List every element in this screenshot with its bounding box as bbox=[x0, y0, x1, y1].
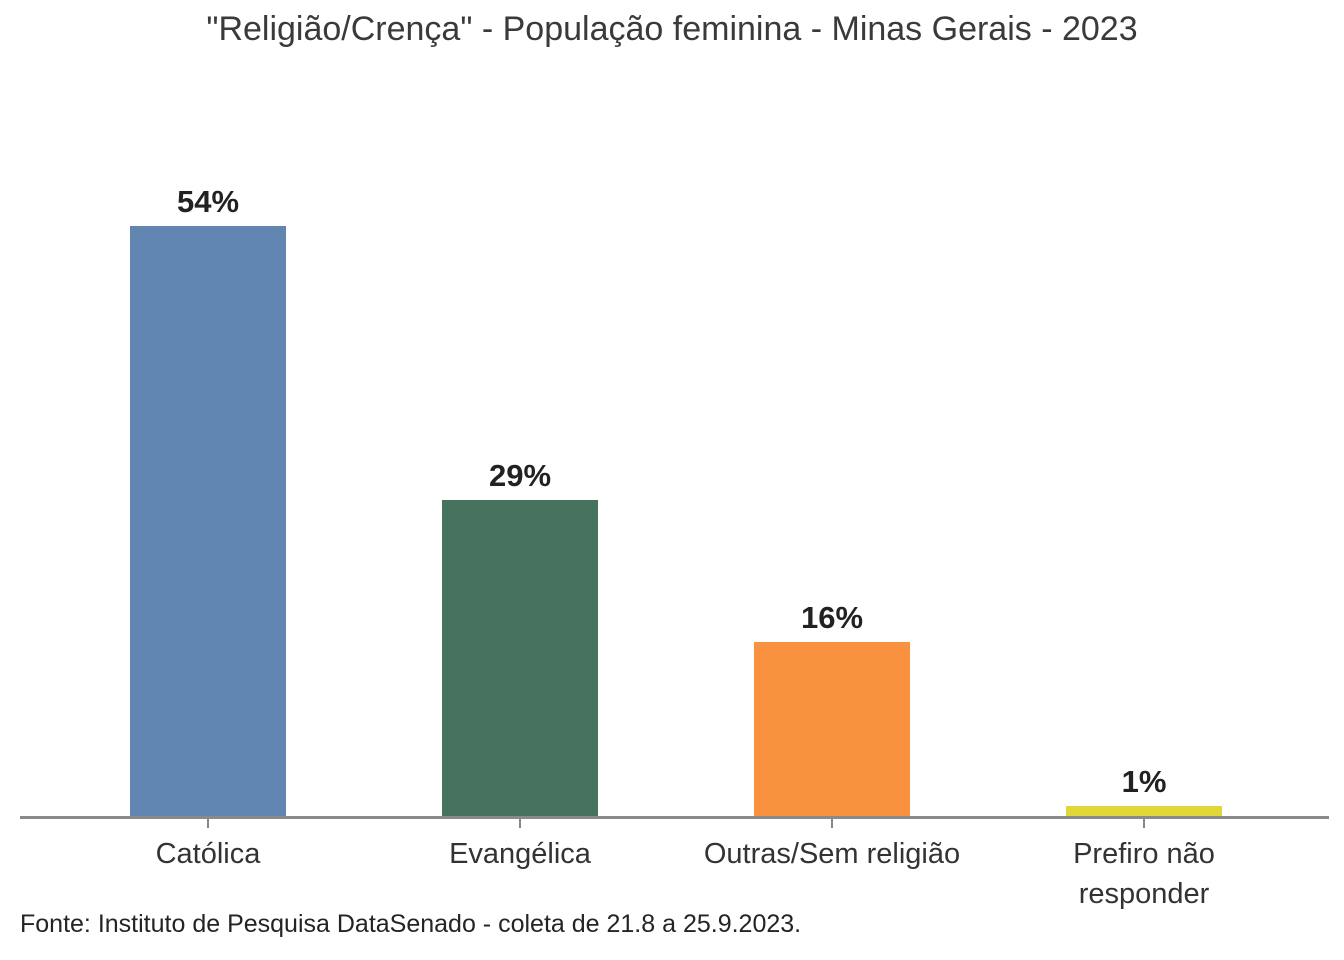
x-label-column-3: Prefiro não responder bbox=[988, 819, 1300, 914]
bar-1 bbox=[442, 500, 598, 817]
bar-column-1: 29% bbox=[364, 177, 676, 817]
bar-3 bbox=[1066, 806, 1222, 817]
bar-column-3: 1% bbox=[988, 177, 1300, 817]
value-label-0: 54% bbox=[176, 184, 240, 219]
tick-mark-3 bbox=[1143, 819, 1145, 828]
tick-mark-2 bbox=[831, 819, 833, 828]
value-label-1: 29% bbox=[488, 458, 552, 493]
value-label-2: 16% bbox=[800, 600, 864, 635]
tick-mark-1 bbox=[519, 819, 521, 828]
category-label-0: Católica bbox=[155, 838, 261, 870]
bar-column-2: 16% bbox=[676, 177, 988, 817]
bar-0 bbox=[130, 226, 286, 817]
bar-column-0: 54% bbox=[52, 177, 364, 817]
category-label-3: Prefiro não responder bbox=[1073, 838, 1215, 911]
category-label-1: Evangélica bbox=[449, 838, 591, 870]
value-label-3: 1% bbox=[1121, 764, 1167, 799]
source-note: Fonte: Instituto de Pesquisa DataSenado … bbox=[20, 910, 802, 938]
chart-title: "Religião/Crença" - População feminina -… bbox=[206, 10, 1138, 48]
x-label-column-0: Católica bbox=[52, 819, 364, 914]
category-label-2: Outras/Sem religião bbox=[703, 838, 961, 870]
bar-2 bbox=[754, 642, 910, 817]
x-axis-line bbox=[20, 816, 1329, 819]
tick-mark-0 bbox=[207, 819, 209, 828]
x-axis-labels: Católica Evangélica Outras/Sem religião Pre… bbox=[52, 819, 1300, 914]
plot-area: 54% 29% 16% 1% bbox=[52, 177, 1300, 817]
x-label-column-1: Evangélica bbox=[364, 819, 676, 914]
x-label-column-2: Outras/Sem religião bbox=[676, 819, 988, 914]
